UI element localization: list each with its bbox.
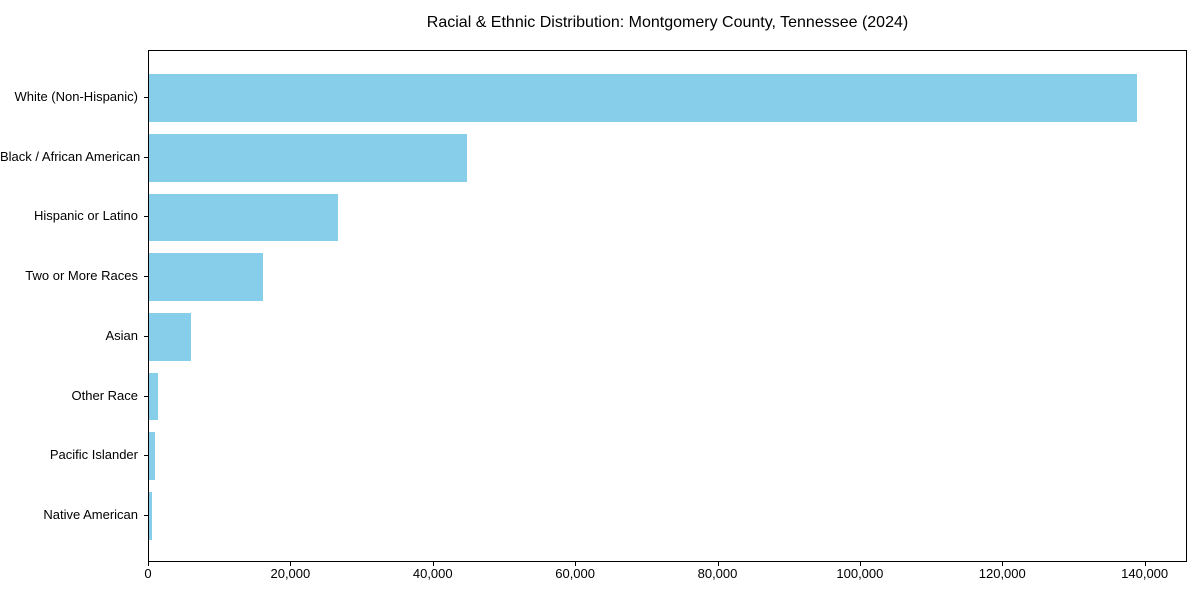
- y-tick-label: Black / African American: [0, 148, 141, 164]
- x-tick-mark: [148, 562, 149, 566]
- x-tick-label: 40,000: [412, 566, 453, 581]
- y-tick-mark: [144, 395, 148, 397]
- y-tick-label: Pacific Islander: [49, 447, 138, 463]
- y-tick-mark: [144, 335, 148, 337]
- y-tick-label: Two or More Races: [25, 268, 138, 284]
- x-tick-mark: [432, 562, 434, 566]
- bar: [149, 133, 468, 182]
- y-tick-mark: [144, 97, 148, 99]
- y-tick-label: Hispanic or Latino: [33, 208, 138, 224]
- chart-title: Racial & Ethnic Distribution: Montgomery…: [426, 14, 909, 31]
- x-tick-label: 80,000: [697, 566, 738, 581]
- bar: [149, 312, 191, 361]
- x-tick-mark: [1144, 562, 1146, 566]
- bar: [149, 193, 338, 242]
- x-tick-mark: [859, 562, 861, 566]
- x-tick-label: 120,000: [978, 566, 1026, 581]
- bar: [149, 253, 263, 302]
- x-tick-mark: [290, 562, 292, 566]
- x-tick-label: 0: [144, 566, 152, 581]
- y-tick-mark: [144, 276, 148, 278]
- bar: [149, 432, 155, 481]
- x-tick-label: 140,000: [1121, 566, 1169, 581]
- bar: [149, 372, 158, 421]
- y-tick-mark: [144, 216, 148, 218]
- y-tick-mark: [144, 514, 148, 516]
- y-tick-label: White (Non-Hispanic): [14, 89, 138, 105]
- x-tick-label: 20,000: [270, 566, 311, 581]
- y-tick-mark: [144, 156, 148, 158]
- x-tick-label: 60,000: [555, 566, 595, 581]
- plot-area: [148, 50, 1187, 562]
- x-tick-mark: [717, 562, 719, 566]
- y-tick-label: Other Race: [71, 387, 138, 403]
- y-tick-label: Asian: [105, 327, 138, 343]
- x-tick-mark: [575, 562, 577, 566]
- y-tick-label: Native American: [43, 506, 138, 522]
- x-tick-label: 100,000: [836, 566, 884, 581]
- bar: [149, 491, 152, 540]
- bar: [149, 74, 1137, 122]
- y-tick-mark: [144, 455, 148, 457]
- x-tick-mark: [1002, 562, 1004, 566]
